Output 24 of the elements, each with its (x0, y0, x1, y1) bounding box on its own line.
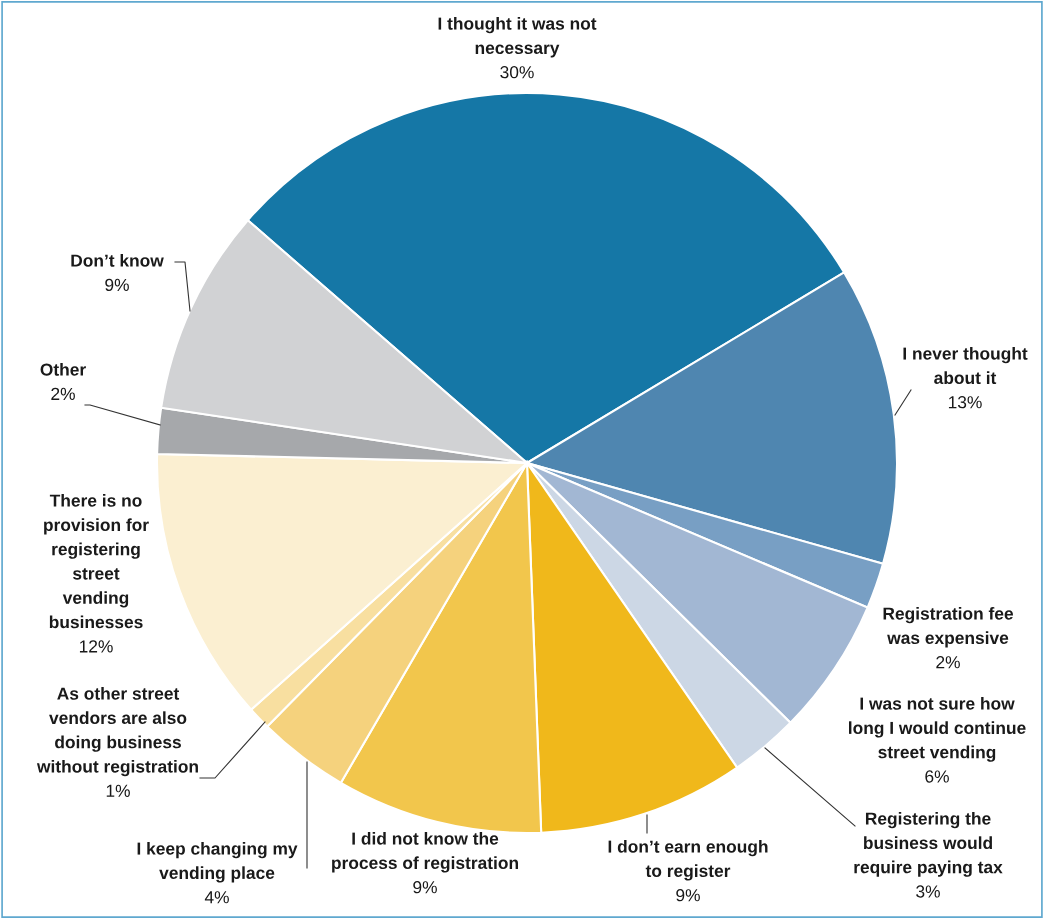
slice-label: Registering the business would require paying tax (854, 812, 1003, 877)
slice-label: I don’t earn enough to register (608, 840, 768, 881)
slice-label: I was not sure how long I would continue street vending (849, 697, 1026, 762)
slice-label: As other street vendors are also doing business without registration (36, 687, 198, 777)
data-label: 2% (936, 656, 960, 669)
slice-label: Other (40, 363, 86, 376)
data-label: 30% (500, 66, 534, 79)
slice-label: I keep changing my vending place (137, 842, 298, 883)
data-label: 13% (948, 396, 982, 409)
data-label: 9% (105, 278, 129, 292)
slice-label: Registration fee was expensive (883, 607, 1014, 648)
slice-label: I never thought about it (903, 347, 1028, 385)
data-label: 12% (79, 640, 113, 653)
slice-label: I did not know the process of registration (332, 832, 518, 873)
data-label: 3% (916, 885, 940, 898)
data-label: 2% (51, 387, 75, 400)
data-label: 4% (204, 891, 229, 904)
data-label: 9% (676, 889, 700, 902)
slice-label: Don’t know (71, 254, 164, 267)
slice-label: I thought it was not necessary (438, 17, 597, 58)
data-label: 6% (925, 770, 949, 783)
data-label: 1% (106, 784, 130, 797)
slice-label: There is no provision for registering street vending businesses (44, 494, 149, 629)
data-label: 9% (413, 881, 437, 894)
